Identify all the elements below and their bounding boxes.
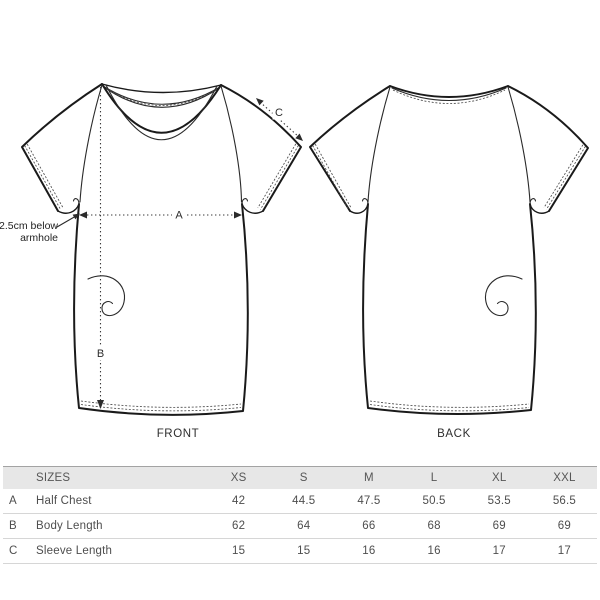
measurement-value: 16: [427, 545, 441, 557]
measurement-value: 17: [557, 545, 571, 557]
size-column-xl: XL: [492, 472, 507, 484]
row-label: Sleeve Length: [36, 545, 113, 557]
size-column-xs: XS: [230, 472, 247, 484]
front-cuff-stitch-left: [24, 143, 64, 210]
tshirt-diagrams: B A C 2.5cm below armhole FRONT: [0, 83, 589, 440]
measurement-value: 69: [557, 520, 571, 532]
front-caption: FRONT: [157, 428, 200, 440]
front-scoop-inner: [105, 84, 218, 141]
front-neckband-line1: [102, 85, 221, 105]
front-neckband-line2: [103, 86, 220, 108]
measurement-value: 15: [297, 545, 311, 557]
size-column-l: L: [430, 472, 438, 484]
back-cuff-stitch-right: [543, 144, 586, 210]
measurement-value: 53.5: [487, 495, 511, 507]
back-armhole-seam-left: [367, 86, 391, 203]
dimension-b-arrowhead: [97, 400, 104, 409]
dimension-a-label-bg: [172, 206, 186, 223]
back-underarm-left-curl: [361, 198, 369, 205]
front-underarm-right-curl: [241, 198, 249, 205]
front-underarm-left-curl: [72, 198, 80, 205]
row-letter: C: [9, 545, 18, 557]
front-underarm-left: [57, 203, 80, 214]
back-armhole-seam-right: [507, 86, 531, 203]
size-table-header-row: SIZES XS S M L XL XXL: [3, 466, 597, 489]
dimension-c-line: [259, 101, 300, 138]
row-label: Body Length: [36, 520, 103, 532]
back-shirt-outline: [309, 85, 589, 416]
back-body-curl: [484, 275, 523, 317]
armhole-note-line2: armhole: [20, 232, 58, 244]
measurement-value: 50.5: [422, 495, 446, 507]
size-column-xxl: XXL: [553, 472, 576, 484]
tshirt-back-diagram: BACK: [309, 85, 589, 440]
dimension-b-label: B: [97, 348, 104, 360]
dimension-a-arrowhead-left: [79, 211, 87, 219]
measurement-value: 15: [231, 545, 246, 557]
measurement-value: 56.5: [552, 495, 576, 507]
front-neckband-stitch: [103, 86, 220, 106]
table-row-half-chest: A Half Chest 42 44.5 47.5 50.5 53.5 56.5: [3, 489, 597, 514]
table-row-body-length: B Body Length 62 64 66 68 69 69: [3, 514, 597, 539]
dimension-c-label-bg: [272, 104, 286, 120]
back-neck-stitch: [392, 89, 506, 104]
front-shirt-fill: [22, 84, 301, 415]
front-armhole-seam-left: [79, 84, 103, 203]
armhole-note-arrowhead: [72, 213, 80, 220]
size-table: SIZES XS S M L XL XXL A Half Chest 42 44…: [3, 466, 597, 564]
front-body-curl: [87, 275, 126, 317]
dimension-a-label: A: [175, 210, 183, 222]
front-armhole-seam-right: [220, 85, 243, 203]
size-column-s: S: [299, 472, 308, 484]
measurement-value: 42: [231, 495, 246, 507]
table-row-sleeve-length: C Sleeve Length 15 15 16 16 17 17: [3, 539, 597, 564]
front-neck-top: [101, 83, 222, 94]
dimension-c-arrowhead-bottom: [295, 133, 303, 141]
measurement-value: 17: [492, 545, 506, 557]
front-cuff-stitch-right: [257, 143, 299, 210]
armhole-note-line1: 2.5cm below: [0, 220, 58, 232]
back-cuff-stitch-left: [312, 143, 352, 210]
dimension-c-label: C: [275, 107, 283, 119]
measurement-value: 66: [362, 520, 376, 532]
dimension-c-arrowhead-top: [256, 98, 264, 106]
front-underarm-right: [241, 203, 264, 214]
front-shirt-outline: [21, 83, 302, 416]
measurement-value: 68: [427, 520, 441, 532]
measurement-value: 62: [231, 520, 246, 532]
back-shirt-fill: [310, 86, 588, 415]
back-caption: BACK: [437, 428, 471, 440]
back-underarm-left: [349, 203, 369, 214]
row-letter: B: [9, 520, 17, 532]
measurement-value: 69: [492, 520, 506, 532]
dimension-b-label-bg: [93, 345, 108, 360]
armhole-note-arrow-line: [56, 215, 77, 228]
measurement-value: 44.5: [292, 495, 316, 507]
measurement-value: 16: [362, 545, 376, 557]
back-underarm-right: [529, 203, 550, 214]
sizes-header-label: SIZES: [36, 472, 71, 484]
tshirt-front-diagram: B A C 2.5cm below armhole FRONT: [0, 83, 303, 440]
row-label: Half Chest: [36, 495, 92, 507]
back-hem-stitch: [369, 400, 530, 412]
back-neck-inner: [391, 87, 507, 101]
measurement-value: 64: [297, 520, 311, 532]
dimension-a-arrowhead-right: [234, 211, 242, 219]
back-underarm-right-curl: [529, 198, 537, 205]
size-column-m: M: [364, 472, 374, 484]
row-letter: A: [9, 495, 17, 507]
measurement-value: 47.5: [357, 495, 381, 507]
